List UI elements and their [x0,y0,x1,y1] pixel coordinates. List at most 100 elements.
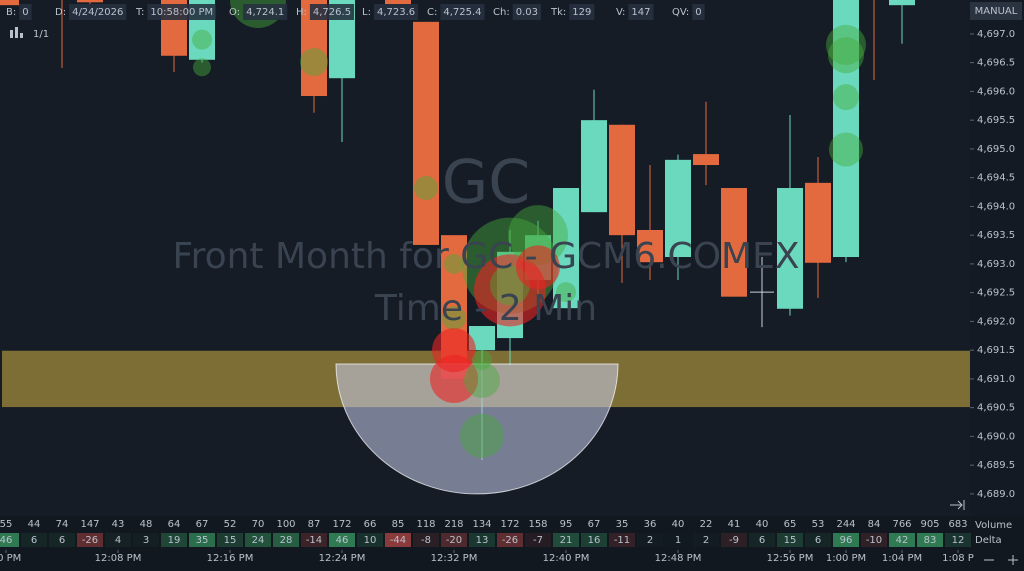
watermark-description: Front Month for GC - GCM6.COMEX [172,236,799,277]
delta-cell [693,533,719,547]
volume-value: 40 [672,519,685,530]
volume-value: 172 [332,519,351,530]
delta-value: 28 [280,535,293,546]
delta-value: 15 [784,535,797,546]
delta-value: -7 [533,535,543,546]
volume-value: 218 [444,519,463,530]
watermark-symbol: GC [442,148,530,218]
delta-cell [497,533,523,547]
delta-cell [245,533,271,547]
x-tick-label: 1:04 PM [882,553,922,564]
delta-value: 6 [31,535,37,546]
delta-cell [217,533,243,547]
delta-cell [273,533,299,547]
delta-cell [637,533,663,547]
x-tick-label: 12:24 PM [319,553,366,564]
candle-body [77,0,103,3]
volume-value: 52 [224,519,237,530]
delta-value: 10 [364,535,377,546]
info-value: 4/24/2026 [72,7,123,18]
volume-value: 766 [892,519,911,530]
info-value: 129 [572,7,591,18]
info-value: 4,724.1 [246,7,284,18]
volume-value: 35 [616,519,629,530]
y-tick-label: 4,691.0 [977,374,1015,385]
volume-value: 683 [948,519,967,530]
delta-cell [21,533,47,547]
order-bubble [828,37,864,74]
delta-cell [329,533,355,547]
info-value: 0.03 [516,7,538,18]
order-bubble [833,84,859,111]
volume-value: 67 [196,519,209,530]
delta-value: 13 [476,535,489,546]
y-tick-label: 4,689.0 [977,489,1015,500]
y-tick-label: 4,692.0 [977,316,1015,327]
info-value-bg [373,4,419,20]
delta-value: 19 [168,535,181,546]
icon [20,33,23,38]
delta-value: 6 [815,535,821,546]
order-bubble [472,349,492,370]
page-indicator[interactable]: 1/1 [10,27,49,40]
delta-value: 15 [224,535,237,546]
info-value-bg [440,4,485,20]
delta-value: 21 [560,535,573,546]
order-bubble [464,362,500,399]
candle-body [833,0,859,258]
delta-cell [161,533,187,547]
volume-value: 53 [812,519,825,530]
order-bubble [414,176,438,201]
mode-badge[interactable] [970,2,1022,20]
volume-value: 40 [756,519,769,530]
info-value-bg [243,4,288,20]
y-tick-label: 4,695.5 [977,115,1015,126]
y-tick-label: 4,689.5 [977,460,1015,471]
candle-body [777,188,803,309]
candle-body [693,154,719,166]
volume-value: 158 [528,519,547,530]
volume-value: 84 [868,519,881,530]
volume-value: 85 [392,519,405,530]
candle-body [553,188,579,309]
info-label: T: [135,7,144,18]
y-tick-label: 4,697.0 [977,29,1015,40]
volume-value: 70 [252,519,265,530]
info-label: O: [229,7,240,18]
info-value: 4,725.4 [443,7,481,18]
volume-value: 134 [472,519,491,530]
x-tick-label: 12:16 PM [207,553,254,564]
page-indicator-text: 1/1 [33,29,49,40]
x-tick-label: 1:00 PM [826,553,866,564]
delta-cell [553,533,579,547]
delta-value: 35 [196,535,209,546]
candle-body [721,188,747,297]
order-bubble [430,354,478,403]
scroll-end-icon[interactable] [950,500,965,510]
volume-value: 905 [920,519,939,530]
volume-value: 118 [416,519,435,530]
delta-value: 96 [840,535,853,546]
zoom-buttons[interactable] [984,555,1018,565]
order-bubble [460,413,504,458]
delta-row-label: Delta [975,535,1002,546]
delta-value: 2 [703,535,709,546]
info-value: 147 [631,7,650,18]
y-tick-label: 4,690.0 [977,431,1015,442]
mode-label[interactable]: MANUAL [975,6,1018,17]
volume-value: 147 [80,519,99,530]
order-bubble [193,58,211,77]
info-label: Ch: [493,7,510,18]
delta-cell [581,533,607,547]
volume-value: 65 [784,519,797,530]
info-label: H: [296,7,307,18]
delta-value: 3 [143,535,149,546]
delta-cell [525,533,551,547]
info-value-bg [512,4,541,20]
delta-cell [49,533,75,547]
volume-value: 48 [140,519,153,530]
volume-value: 43 [112,519,125,530]
y-tick-label: 4,692.5 [977,288,1015,299]
delta-cell [301,533,327,547]
